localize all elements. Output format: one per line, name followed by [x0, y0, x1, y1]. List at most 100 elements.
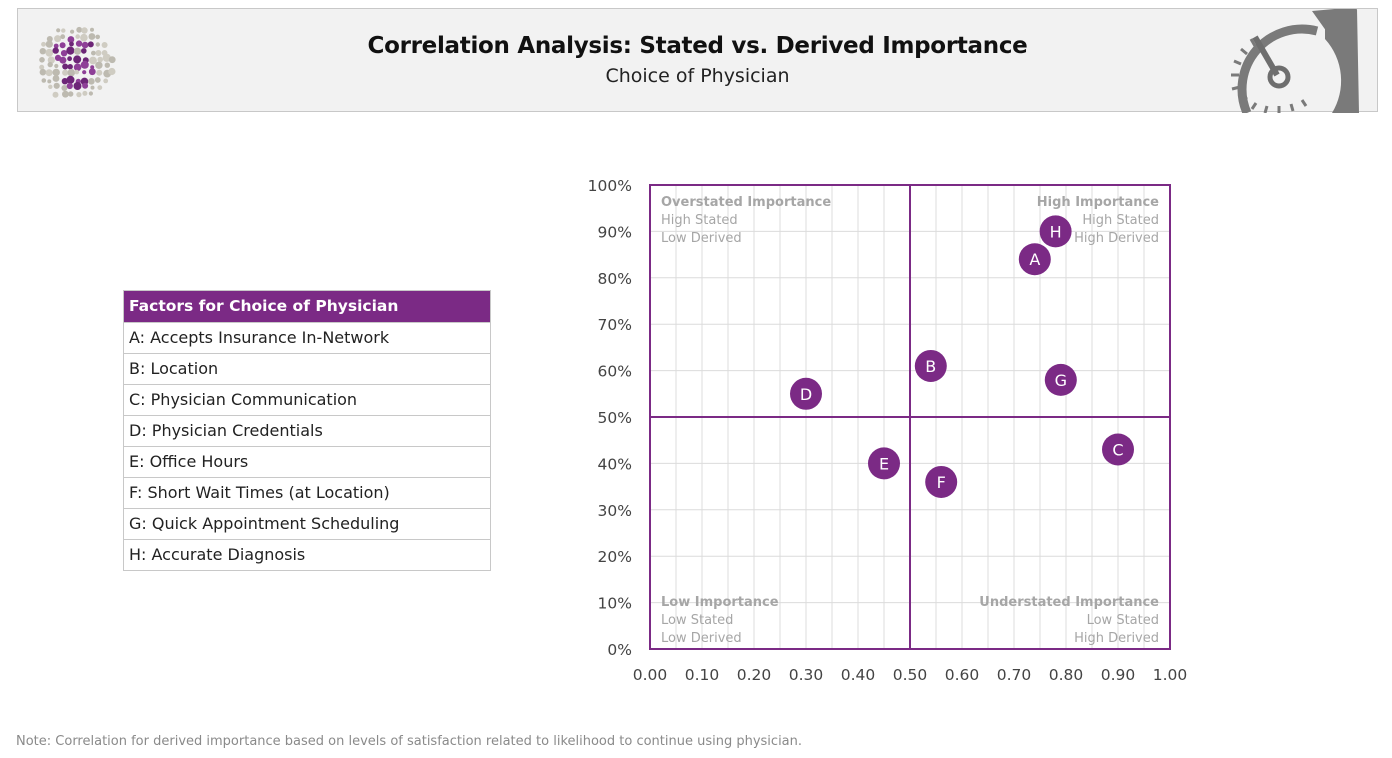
- data-point-f: [925, 465, 958, 498]
- logo-dot: [90, 85, 95, 90]
- logo-dot: [95, 50, 102, 56]
- data-point-label: F: [937, 473, 946, 492]
- logo-dot: [66, 82, 73, 90]
- data-point-a: [1018, 243, 1051, 276]
- data-point-e: [868, 447, 900, 480]
- quadrant-title: Low Importance: [661, 595, 779, 610]
- legend-item-f: F: Short Wait Times (at Location): [124, 477, 490, 508]
- logo-dot: [67, 36, 75, 43]
- data-point-label: C: [1112, 440, 1123, 459]
- logo-dot: [59, 42, 66, 49]
- logo-dot: [97, 85, 103, 90]
- logo-dot: [67, 68, 76, 77]
- x-tick-label: 0.80: [1049, 666, 1084, 684]
- data-point-label: B: [925, 357, 936, 376]
- quadrant-line: Low Stated: [661, 613, 733, 628]
- logo-dot: [41, 78, 47, 83]
- logo-dot: [61, 28, 66, 33]
- y-tick-label: 20%: [598, 548, 632, 566]
- y-tick-label: 70%: [598, 316, 632, 334]
- data-point-b: [914, 349, 947, 382]
- logo-dot: [45, 69, 53, 77]
- logo-dot: [73, 63, 82, 72]
- logo-dot: [67, 64, 73, 70]
- logo-dot: [39, 57, 45, 63]
- logo-dot: [88, 78, 95, 85]
- logo-dot: [47, 56, 55, 64]
- y-tick-label: 30%: [598, 502, 632, 520]
- data-point-label: H: [1050, 222, 1062, 241]
- logo-dot: [69, 41, 74, 47]
- logo-dot: [88, 33, 96, 40]
- logo-dot: [45, 40, 53, 48]
- logo-dot: [108, 56, 116, 64]
- x-tick-label: 0.60: [945, 666, 980, 684]
- data-point-label: D: [800, 385, 812, 404]
- data-point-label: G: [1055, 371, 1067, 390]
- logo-dot: [81, 41, 89, 49]
- logo-dot: [68, 91, 74, 97]
- page-subtitle: Choice of Physician: [605, 65, 790, 87]
- logo-dot: [56, 28, 61, 33]
- legend-item-g: G: Quick Appointment Scheduling: [124, 508, 490, 539]
- logo-dot: [108, 67, 116, 76]
- logo-dot: [103, 78, 109, 84]
- logo-dot: [59, 56, 67, 64]
- logo-dot: [54, 35, 62, 43]
- logo-dot: [39, 68, 47, 76]
- logo-dot: [82, 90, 88, 96]
- logo-dot: [66, 46, 75, 55]
- x-tick-label: 0.30: [789, 666, 824, 684]
- logo-dot: [73, 82, 82, 90]
- logo-dot: [90, 65, 95, 70]
- logo-dot: [75, 40, 83, 47]
- logo-dot: [73, 55, 82, 64]
- logo-dot: [95, 34, 100, 40]
- logo-dot: [80, 60, 89, 69]
- quadrant-line: High Stated: [661, 213, 738, 228]
- quadrant-title: Understated Importance: [979, 595, 1159, 610]
- y-tick-label: 60%: [598, 363, 632, 381]
- logo-dot: [52, 68, 60, 77]
- x-tick-label: 1.00: [1153, 666, 1188, 684]
- x-tick-label: 0.70: [997, 666, 1032, 684]
- logo-dot: [81, 48, 87, 54]
- logo-dot: [91, 50, 96, 56]
- scatter-chart: 0% 10% 20% 30% 40% 50% 60% 70% 80% 90% 100% 0.00 0.1…: [588, 177, 1188, 684]
- legend-item-b: B: Location: [124, 353, 490, 384]
- page-title: Correlation Analysis: Stated vs. Derived…: [367, 33, 1028, 59]
- logo-dot: [67, 56, 72, 62]
- logo-dot: [41, 41, 46, 47]
- logo-dot: [95, 61, 103, 69]
- data-point-d: [790, 377, 822, 410]
- logo-dot: [61, 78, 69, 85]
- y-tick-label: 80%: [598, 270, 632, 288]
- logo-dot: [88, 91, 93, 96]
- logo-dot: [60, 34, 66, 40]
- logo-dot: [54, 63, 59, 69]
- legend-item-e: E: Office Hours: [124, 446, 490, 477]
- y-tick-label: 100%: [588, 177, 632, 195]
- quadrant-line: Low Derived: [661, 231, 742, 246]
- legend-item-d: D: Physician Credentials: [124, 415, 490, 446]
- legend-item-h: H: Accurate Diagnosis: [124, 539, 490, 570]
- logo-dot: [61, 85, 68, 91]
- x-tick-label: 0.50: [893, 666, 928, 684]
- logo-dot: [82, 82, 89, 89]
- logo-dot: [47, 61, 53, 68]
- y-tick-label: 0%: [607, 641, 632, 659]
- logo-dot: [66, 75, 75, 84]
- logo-dot: [47, 79, 52, 84]
- footnote: Note: Correlation for derived importance…: [16, 734, 803, 749]
- logo-dot: [75, 34, 80, 39]
- logo-dot: [60, 50, 68, 57]
- y-tick-label: 10%: [598, 595, 632, 613]
- logo-dot: [76, 92, 82, 98]
- legend-item-a: A: Accepts Insurance In-Network: [124, 322, 490, 353]
- logo-dot: [82, 70, 87, 75]
- y-tick-label: 40%: [598, 455, 632, 473]
- legend-title: Factors for Choice of Physician: [124, 291, 490, 322]
- logo-dot: [104, 62, 111, 68]
- logo-dot: [90, 27, 94, 32]
- logo-dot: [46, 36, 53, 42]
